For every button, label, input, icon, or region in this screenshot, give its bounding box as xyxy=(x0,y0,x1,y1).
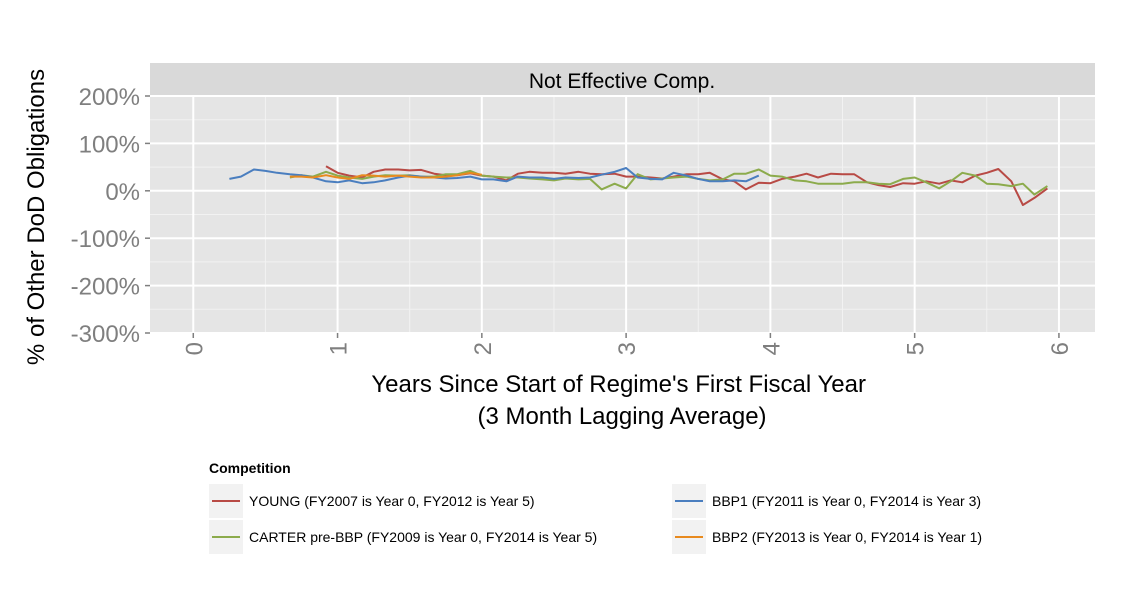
series-lines xyxy=(229,165,1048,206)
legend: Competition YOUNG (FY2007 is Year 0, FY2… xyxy=(209,458,1109,558)
y-tick-label: 200% xyxy=(79,84,140,111)
y-axis: -300% -200% -100% 0% 100% 200% xyxy=(71,84,150,348)
legend-label-young: YOUNG (FY2007 is Year 0, FY2012 is Year … xyxy=(249,493,535,509)
x-tick-label: 6 xyxy=(1047,342,1074,355)
y-tick-label: -100% xyxy=(71,226,140,253)
legend-swatch-young xyxy=(212,500,240,502)
legend-item-young: YOUNG (FY2007 is Year 0, FY2012 is Year … xyxy=(209,484,535,518)
legend-swatch-carter xyxy=(212,536,240,538)
legend-key-carter xyxy=(209,520,243,554)
series-line-3 xyxy=(289,171,482,180)
series-line-2 xyxy=(229,167,760,185)
x-tick-label: 3 xyxy=(614,342,641,355)
legend-swatch-bbp2 xyxy=(675,536,703,538)
x-axis-label-line-2: (3 Month Lagging Average) xyxy=(477,403,766,430)
facet-title: Not Effective Comp. xyxy=(529,70,715,93)
y-tick-label: -200% xyxy=(71,274,140,301)
x-tick-label: 0 xyxy=(181,342,208,355)
legend-label-bbp2: BBP2 (FY2013 is Year 0, FY2014 is Year 1… xyxy=(712,529,983,545)
x-tick-label: 2 xyxy=(470,342,497,355)
x-tick-label: 5 xyxy=(903,342,930,355)
x-axis-label-line-1: Years Since Start of Regime's First Fisc… xyxy=(371,371,866,398)
legend-title: Competition xyxy=(209,460,291,476)
x-tick-label: 1 xyxy=(326,342,353,355)
line-chart: Not Effective Comp. -300%-200%-100%0%100… xyxy=(23,63,1095,430)
x-axis: 0 1 2 3 4 5 6 xyxy=(181,333,1074,355)
grid-minor xyxy=(150,96,1095,333)
grid-major xyxy=(150,95,1095,334)
y-tick-label: 0% xyxy=(105,179,140,206)
y-axis-label: % of Other DoD Obligations xyxy=(23,69,50,365)
x-axis-label: Years Since Start of Regime's First Fisc… xyxy=(371,371,872,430)
legend-key-young xyxy=(209,484,243,518)
y-tick-label: 100% xyxy=(79,131,140,158)
legend-swatch-bbp1 xyxy=(675,500,703,502)
legend-item-carter: CARTER pre-BBP (FY2009 is Year 0, FY2014… xyxy=(209,520,597,554)
facet-strip xyxy=(150,63,1095,96)
legend-item-bbp1: BBP1 (FY2011 is Year 0, FY2014 is Year 3… xyxy=(672,484,981,518)
x-tick-label: 4 xyxy=(758,342,785,355)
y-tick-label: -300% xyxy=(71,321,140,348)
legend-label-bbp1: BBP1 (FY2011 is Year 0, FY2014 is Year 3… xyxy=(712,493,982,509)
legend-key-bbp2 xyxy=(672,520,706,554)
legend-item-bbp2: BBP2 (FY2013 is Year 0, FY2014 is Year 1… xyxy=(672,520,982,554)
legend-key-bbp1 xyxy=(672,484,706,518)
legend-label-carter: CARTER pre-BBP (FY2009 is Year 0, FY2014… xyxy=(249,529,598,545)
